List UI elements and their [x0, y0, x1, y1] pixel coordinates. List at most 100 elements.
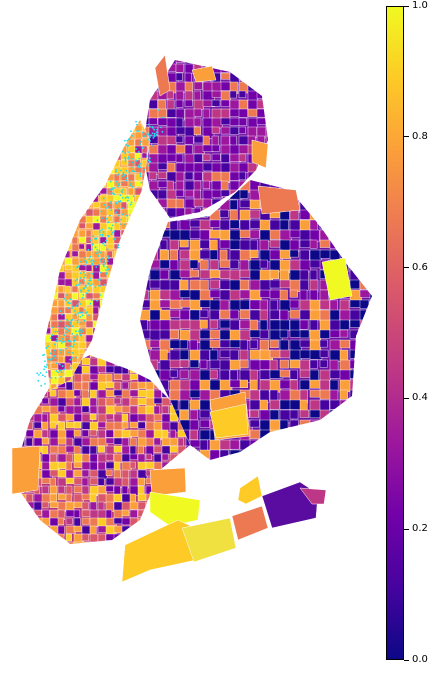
tract	[17, 501, 25, 512]
tract	[64, 124, 73, 135]
choropleth-map	[11, 54, 373, 583]
tract	[141, 215, 149, 226]
tract	[57, 229, 68, 236]
tract	[65, 541, 75, 544]
tract	[45, 166, 51, 173]
tract	[99, 327, 108, 336]
overlay-point	[65, 328, 68, 331]
tract	[289, 219, 302, 232]
tract	[238, 171, 246, 181]
tract	[211, 60, 224, 66]
tract	[145, 517, 153, 529]
tract	[81, 357, 90, 365]
tract	[289, 399, 301, 410]
overlay-point	[92, 243, 94, 246]
tract	[78, 131, 86, 140]
tract	[211, 108, 222, 120]
tract	[73, 445, 81, 456]
tract	[41, 477, 51, 484]
tract	[179, 409, 189, 422]
tract	[175, 171, 185, 182]
overlay-point	[71, 325, 74, 328]
tract	[73, 405, 83, 415]
overlay-point	[49, 352, 52, 355]
tract	[120, 299, 128, 307]
tract	[289, 319, 301, 332]
overlay-point	[131, 170, 134, 172]
tract	[12, 355, 18, 357]
tract	[169, 445, 178, 453]
overlay-point	[80, 328, 83, 331]
tract	[89, 413, 97, 420]
overlay-point	[101, 217, 103, 220]
overlay-point	[94, 246, 97, 249]
tract	[129, 381, 139, 390]
tract	[329, 439, 339, 451]
tract	[279, 239, 292, 252]
tract	[137, 477, 145, 486]
colorbar-tick	[404, 5, 409, 7]
tract	[249, 249, 259, 258]
tract	[127, 215, 135, 223]
tract	[369, 389, 372, 398]
tract	[247, 108, 258, 117]
tract	[289, 409, 299, 420]
tract	[339, 419, 351, 433]
tract	[249, 399, 261, 410]
overlay-point	[152, 137, 155, 139]
tract	[209, 369, 218, 379]
overlay-point	[47, 345, 49, 348]
overlay-point	[99, 234, 102, 236]
tract	[33, 501, 43, 511]
overlay-point	[95, 252, 98, 255]
tract	[12, 365, 18, 374]
overlay-point	[70, 302, 72, 305]
colorbar-tick-label: 0.0	[412, 654, 428, 665]
tract	[71, 292, 79, 300]
tract	[185, 477, 190, 487]
overlay-point	[161, 130, 164, 133]
overlay-point	[79, 311, 82, 314]
tract	[57, 222, 65, 231]
tract	[106, 306, 115, 316]
tract	[45, 243, 52, 253]
tract	[73, 509, 81, 518]
tract	[71, 173, 79, 183]
tract	[49, 525, 59, 535]
overlay-point	[110, 227, 113, 230]
tract	[265, 99, 268, 110]
overlay-point	[80, 289, 82, 292]
overlay-point	[41, 374, 44, 377]
tract	[71, 120, 79, 125]
overlay-point	[79, 316, 82, 318]
tract	[129, 445, 137, 455]
tract	[209, 209, 221, 222]
overlay-point	[124, 196, 127, 199]
tract	[113, 541, 124, 544]
overlay-point	[122, 207, 124, 210]
tract	[329, 180, 342, 191]
tract	[45, 383, 52, 390]
tract	[229, 180, 240, 192]
tract	[279, 219, 289, 231]
tract	[269, 399, 281, 410]
tract	[279, 439, 293, 449]
tract	[120, 292, 129, 301]
tract	[121, 437, 129, 447]
tract	[49, 485, 58, 495]
overlay-point	[115, 170, 117, 173]
tract	[120, 327, 128, 334]
overlay-point	[119, 194, 122, 197]
tract	[148, 222, 150, 229]
tract	[113, 257, 123, 267]
tract	[179, 349, 189, 360]
tract	[134, 278, 143, 287]
tract	[57, 292, 65, 299]
tract	[279, 279, 292, 289]
tract	[175, 162, 187, 173]
overlay-point	[38, 374, 40, 376]
overlay-point	[99, 271, 102, 274]
tract	[219, 339, 231, 348]
tract	[71, 243, 80, 252]
tract	[50, 187, 60, 194]
